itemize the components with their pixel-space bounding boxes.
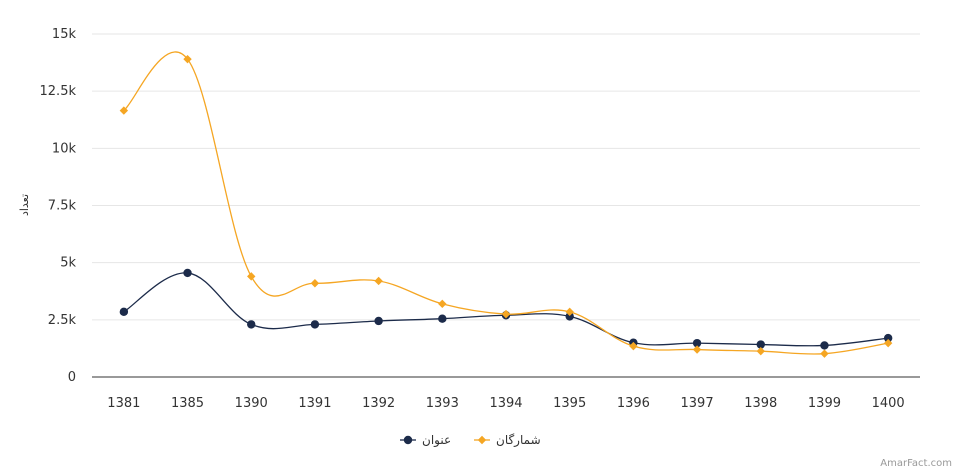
legend-diamond-icon [477,435,487,445]
data-point[interactable] [883,333,893,343]
data-point[interactable] [374,276,383,286]
data-point[interactable] [374,316,383,326]
data-point[interactable] [565,307,574,317]
data-point[interactable] [119,106,129,115]
y-tick-label: 5k [60,256,76,271]
data-point[interactable] [756,340,765,349]
y-axis-title: تعداد [18,194,31,216]
legend-item-1[interactable]: عنوان [400,433,451,448]
data-point[interactable] [756,346,765,356]
y-tick-label: 10k [52,141,77,156]
legend-item-2[interactable]: شمارگان [474,433,541,448]
data-point[interactable] [438,299,447,309]
data-point[interactable] [820,341,829,350]
data-point[interactable] [883,338,893,348]
x-tick-label: 1391 [298,396,331,411]
y-tick-label: 7.5k [48,199,77,214]
series-line [123,272,889,347]
series-2 [119,51,893,358]
data-point[interactable] [310,320,320,329]
data-point[interactable] [438,314,447,323]
y-tick-label: 15k [52,27,77,42]
data-point[interactable] [565,312,574,321]
x-tick-label: 1400 [872,396,905,411]
x-tick-label: 1397 [681,396,714,411]
data-point[interactable] [310,279,320,288]
y-axis-ticks: 0 2.5k 5k 7.5k 10k 12.5k 15k [40,27,77,385]
data-point[interactable] [247,320,256,329]
x-tick-label: 1396 [617,396,650,411]
data-point[interactable] [629,341,638,351]
x-tick-label: 1390 [235,396,268,411]
y-tick-label: 0 [68,370,76,385]
series-1 [119,268,893,350]
data-point[interactable] [820,349,829,358]
x-tick-label: 1399 [808,396,841,411]
y-tick-label: 2.5k [48,313,77,328]
data-point[interactable] [183,54,192,64]
series-layer [119,51,893,358]
credit-link[interactable]: AmarFact.com [880,458,952,469]
data-point[interactable] [501,309,511,319]
x-tick-label: 1381 [107,396,140,411]
series-line [123,51,889,355]
x-tick-label: 1393 [426,396,459,411]
legend-circle-icon [403,435,413,445]
legend[interactable]: عنوان شمارگان [400,433,541,448]
x-tick-label: 1392 [362,396,395,411]
legend-label: عنوان [422,433,451,448]
legend-label: شمارگان [496,433,541,448]
x-tick-label: 1398 [744,396,777,411]
x-tick-label: 1385 [171,396,204,411]
data-point[interactable] [692,338,702,348]
x-tick-label: 1395 [553,396,586,411]
data-point[interactable] [119,307,129,317]
grid-lines [92,33,920,378]
data-point[interactable] [183,268,192,278]
x-tick-label: 1394 [489,396,522,411]
data-point[interactable] [247,272,256,281]
y-tick-label: 12.5k [40,84,77,99]
data-point[interactable] [692,345,702,354]
x-axis-ticks: 1381 1385 1390 1391 1392 1393 1394 1395 1396 1397… [107,396,904,411]
